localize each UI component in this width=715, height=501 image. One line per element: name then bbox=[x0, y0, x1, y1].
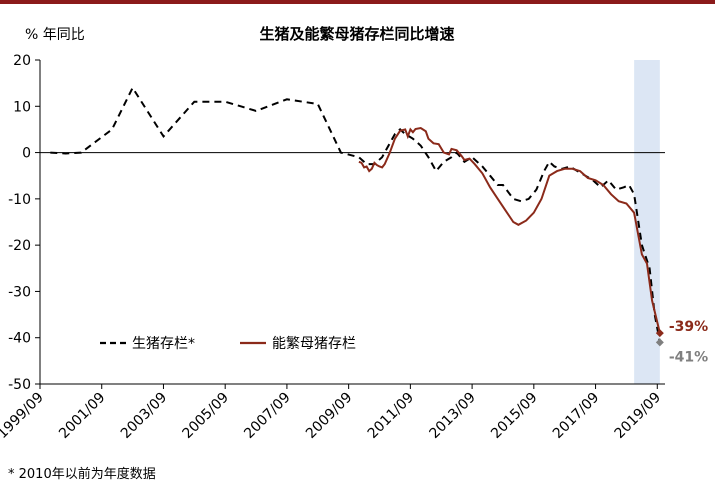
x-tick-label: 2001/09 bbox=[56, 390, 108, 442]
y-tick-label: -50 bbox=[8, 377, 31, 393]
x-tick-label: 2019/09 bbox=[612, 390, 664, 442]
legend-label-total-hogs: 生猪存栏* bbox=[132, 336, 195, 352]
footnote: * 2010年以前为年度数据 bbox=[8, 466, 156, 482]
y-tick-label: 20 bbox=[13, 53, 31, 69]
y-tick-label: 0 bbox=[22, 146, 31, 162]
y-tick-label: -20 bbox=[8, 238, 31, 254]
end-label-breeding-sows: -39% bbox=[669, 319, 708, 335]
x-tick-label: 2017/09 bbox=[550, 390, 602, 442]
y-axis-unit-label: % 年同比 bbox=[25, 27, 85, 43]
series-line-breeding-sows bbox=[358, 126, 661, 334]
x-tick-label: 2011/09 bbox=[365, 390, 417, 442]
end-marker-breeding-sows bbox=[655, 329, 664, 338]
y-tick-label: -40 bbox=[8, 331, 31, 347]
y-tick-label: -30 bbox=[8, 284, 31, 300]
top-accent-bar bbox=[0, 0, 715, 4]
x-tick-label: 2009/09 bbox=[303, 390, 355, 442]
end-label-total-hogs: -41% bbox=[669, 349, 708, 365]
legend: 生猪存栏* 能繁母猪存栏 bbox=[100, 336, 356, 352]
x-tick-label: 2007/09 bbox=[241, 390, 293, 442]
x-tick-label: 1999/09 bbox=[0, 390, 47, 442]
x-tick-label: 2015/09 bbox=[488, 390, 540, 442]
x-tick-label: 2013/09 bbox=[426, 390, 478, 442]
series-line-total-hogs bbox=[50, 85, 661, 343]
x-tick-label: 2005/09 bbox=[180, 390, 232, 442]
y-axis-ticks: 20 10 0 -10 -20 -30 -40 -50 bbox=[8, 53, 40, 393]
end-marker-total-hogs bbox=[655, 338, 664, 347]
x-axis-ticks: 1999/09 2001/09 2003/09 2005/09 2007/09 2009/… bbox=[0, 384, 664, 442]
chart-title: 生猪及能繁母猪存栏同比增速 bbox=[259, 25, 454, 43]
legend-label-breeding-sows: 能繁母猪存栏 bbox=[272, 336, 356, 352]
x-tick-label: 2003/09 bbox=[118, 390, 170, 442]
y-tick-label: 10 bbox=[13, 99, 31, 115]
y-tick-label: -10 bbox=[8, 192, 31, 208]
